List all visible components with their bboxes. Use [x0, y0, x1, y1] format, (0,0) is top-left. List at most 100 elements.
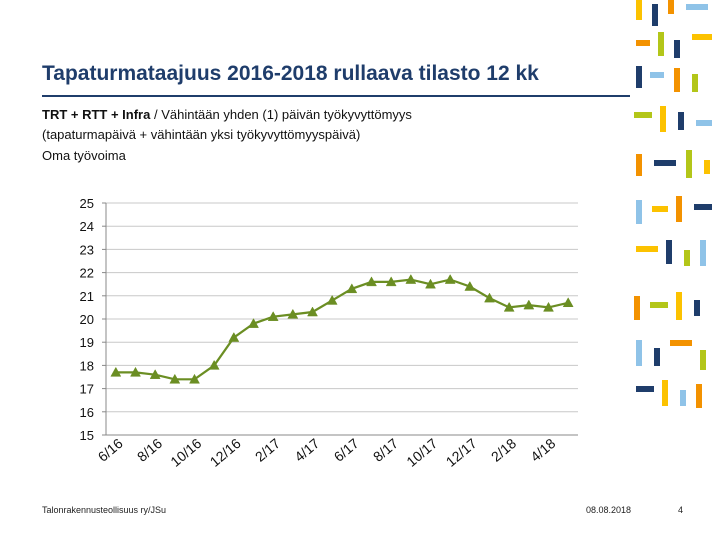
- decor-stripe: [650, 72, 664, 78]
- decor-stripe: [658, 32, 664, 56]
- decor-stripe: [686, 4, 708, 10]
- decor-stripe: [692, 34, 712, 40]
- data-point: [425, 278, 436, 289]
- data-point: [110, 366, 122, 377]
- data-point: [464, 281, 476, 291]
- decor-stripe: [696, 120, 712, 126]
- data-point: [189, 373, 200, 384]
- y-tick-label: 22: [80, 266, 94, 281]
- y-tick-label: 18: [80, 358, 94, 373]
- decor-stripe: [636, 40, 650, 46]
- decor-stripe: [680, 390, 686, 406]
- x-tick-label: 10/17: [403, 435, 440, 470]
- x-tick-label: 4/18: [527, 435, 558, 465]
- y-tick-label: 21: [80, 289, 94, 304]
- decor-stripe: [636, 340, 642, 366]
- x-tick-label: 2/17: [252, 435, 283, 465]
- data-point: [543, 301, 554, 312]
- page-number: 4: [678, 505, 684, 515]
- subtitle-line-1: TRT + RTT + Infra / Vähintään yhden (1) …: [42, 107, 412, 122]
- y-tick-label: 25: [80, 196, 94, 211]
- brand-decoration: [634, 0, 712, 408]
- decor-stripe: [704, 160, 710, 174]
- slide-title: Tapaturmataajuus 2016-2018 rullaava tila…: [42, 62, 539, 85]
- decor-stripe: [676, 196, 682, 222]
- data-point: [523, 299, 535, 310]
- data-point: [169, 373, 181, 384]
- decor-stripe: [678, 112, 684, 130]
- decor-stripe: [694, 300, 700, 316]
- data-point: [562, 297, 574, 308]
- x-tick-label: 8/17: [370, 435, 401, 465]
- x-tick-label: 10/16: [167, 435, 204, 470]
- x-tick-label: 4/17: [291, 435, 322, 465]
- series-line: [115, 278, 569, 381]
- x-tick-label: 2/18: [488, 435, 519, 465]
- decor-stripe: [670, 340, 692, 346]
- x-tick-label: 8/16: [134, 435, 165, 465]
- decor-stripe: [652, 206, 668, 212]
- decor-stripe: [674, 68, 680, 92]
- y-tick-label: 23: [80, 242, 94, 257]
- y-tick-label: 17: [80, 382, 94, 397]
- y-tick-label: 16: [80, 405, 94, 420]
- title-underline: [42, 95, 630, 97]
- footer-date: 08.08.2018: [586, 505, 632, 515]
- data-point: [503, 301, 515, 312]
- y-tick-label: 15: [80, 428, 94, 443]
- y-tick-label: 19: [80, 335, 94, 350]
- data-point: [326, 294, 338, 305]
- subtitle-bold: TRT + RTT + Infra: [42, 107, 151, 122]
- decor-stripe: [684, 250, 690, 266]
- decor-stripe: [636, 246, 658, 252]
- data-point: [130, 366, 141, 377]
- decor-stripe: [654, 348, 660, 366]
- decor-stripe: [636, 66, 642, 88]
- decor-stripe: [676, 292, 682, 320]
- decor-stripe: [662, 380, 668, 406]
- y-tick-label: 24: [80, 219, 94, 234]
- subtitle-line-3: Oma työvoima: [42, 148, 126, 163]
- decor-stripe: [666, 240, 672, 264]
- decor-stripe: [634, 112, 652, 118]
- data-point: [366, 276, 377, 287]
- data-point: [149, 369, 161, 379]
- decor-stripe: [636, 386, 654, 392]
- decor-stripe: [696, 384, 702, 408]
- data-point: [208, 359, 220, 370]
- y-tick-label: 20: [80, 312, 94, 327]
- decor-stripe: [700, 240, 706, 266]
- data-point: [248, 318, 259, 328]
- x-tick-label: 12/17: [443, 435, 480, 470]
- decor-stripe: [674, 40, 680, 58]
- data-point: [484, 292, 495, 303]
- data-point: [267, 311, 279, 321]
- decor-stripe: [636, 200, 642, 224]
- subtitle-rest: / Vähintään yhden (1) päivän työkyvyttöm…: [153, 107, 412, 122]
- data-point: [346, 283, 358, 294]
- data-point: [228, 332, 240, 342]
- footer-organization: Talonrakennusteollisuus ry/JSu: [42, 505, 167, 515]
- decor-stripe: [668, 0, 674, 14]
- decor-stripe: [636, 154, 642, 176]
- subtitle-line-2: (tapaturmapäivä + vähintään yksi työkyvy…: [42, 127, 361, 142]
- x-tick-label: 6/17: [331, 435, 362, 465]
- decor-stripe: [692, 74, 698, 92]
- decor-stripe: [686, 150, 692, 178]
- data-point: [287, 308, 299, 319]
- x-tick-label: 6/16: [95, 435, 126, 465]
- data-point: [307, 306, 318, 317]
- data-point: [444, 274, 456, 284]
- decor-stripe: [650, 302, 668, 308]
- decor-stripe: [634, 296, 640, 320]
- decor-stripe: [652, 4, 658, 26]
- decor-stripe: [636, 0, 642, 20]
- data-point: [405, 274, 417, 284]
- decor-stripe: [694, 204, 712, 210]
- x-tick-label: 12/16: [207, 435, 244, 470]
- decor-stripe: [700, 350, 706, 370]
- data-point: [385, 276, 397, 287]
- decor-stripe: [660, 106, 666, 132]
- decor-stripe: [654, 160, 676, 166]
